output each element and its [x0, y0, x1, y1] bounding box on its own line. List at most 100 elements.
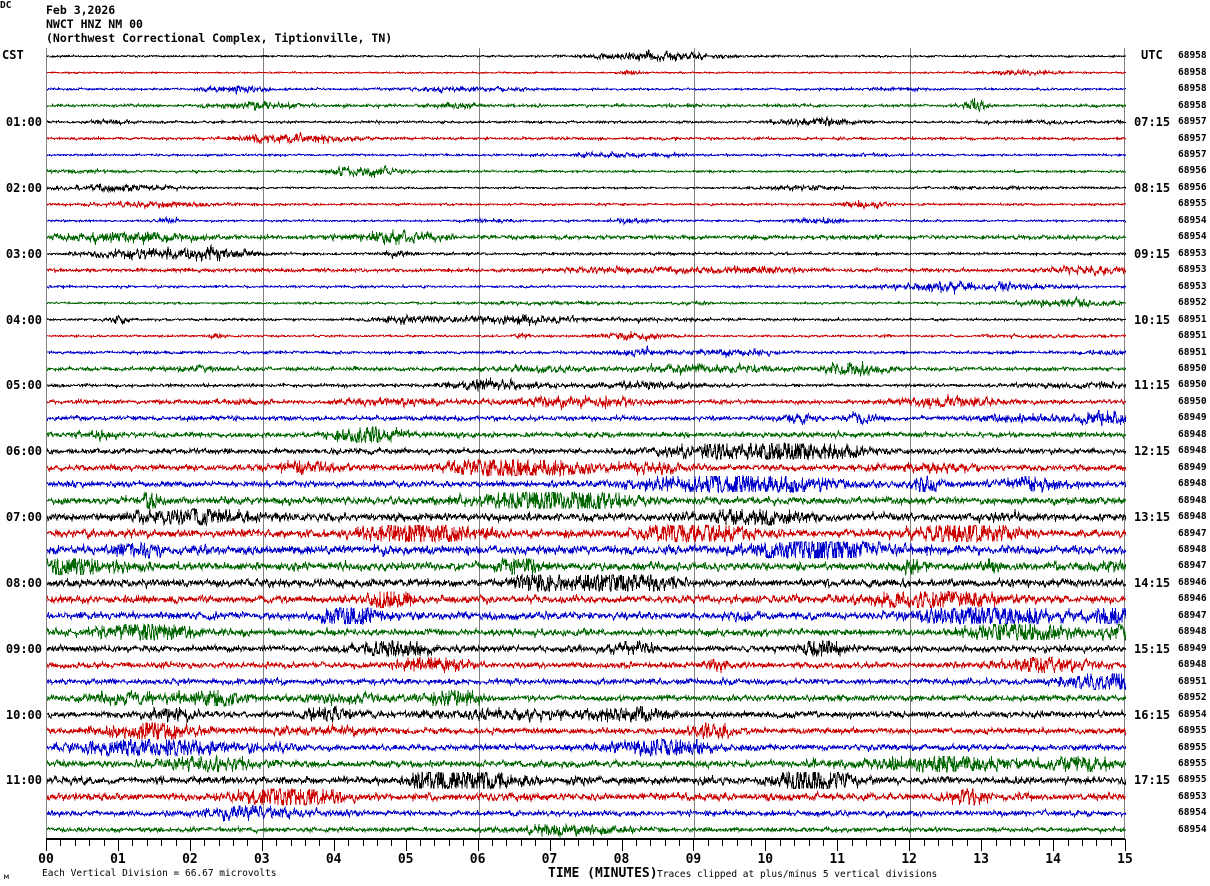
- dc-value-10-15: 68955: [1178, 725, 1207, 736]
- dc-value-06-30: 68948: [1178, 478, 1207, 490]
- x-minor-tick: [420, 839, 422, 846]
- dc-value-09-00: 68949: [1178, 642, 1207, 654]
- x-minor-tick: [1067, 839, 1069, 846]
- clipping-note: Traces clipped at plus/minus 5 vertical …: [657, 869, 938, 880]
- trace-03-45: [47, 295, 1126, 309]
- header-station-location: (Northwest Correctional Complex, Tiption…: [46, 31, 393, 45]
- trace-11-00: [47, 770, 1126, 790]
- trace-04-15: [47, 331, 1126, 342]
- x-tick-label-00: 00: [38, 852, 54, 867]
- dc-value-10-45: 68955: [1178, 757, 1207, 769]
- trace-08-00: [47, 573, 1126, 593]
- utc-hour-label-12-15: 12:15: [1134, 444, 1171, 459]
- dc-value-07-30: 68948: [1178, 544, 1207, 555]
- x-major-tick-13: [981, 839, 983, 851]
- x-major-tick-06: [477, 839, 479, 851]
- dc-value-09-15: 68948: [1178, 659, 1207, 671]
- x-minor-tick: [707, 839, 709, 846]
- x-tick-label-10: 10: [757, 852, 774, 867]
- x-major-tick-08: [621, 839, 623, 851]
- x-minor-tick: [664, 839, 666, 846]
- x-axis-title: TIME (MINUTES): [548, 866, 658, 881]
- dc-value-09-45: 68952: [1178, 692, 1207, 704]
- trace-05-00: [47, 377, 1126, 392]
- trace-01-15: [47, 131, 1126, 145]
- x-tick-label-01: 01: [110, 852, 126, 867]
- x-major-tick-00: [46, 839, 47, 851]
- cst-hour-label-01-00: 01:00: [5, 115, 42, 130]
- x-tick-label-08: 08: [613, 852, 630, 867]
- dc-value-03-45: 68952: [1178, 297, 1207, 309]
- trace-05-15: [47, 393, 1126, 410]
- trace-01-45: [47, 164, 1126, 179]
- trace-04-30: [47, 345, 1126, 358]
- x-tick-label-13: 13: [973, 852, 989, 867]
- dc-value-04-45: 68950: [1178, 362, 1207, 374]
- dc-value-07-00: 68948: [1178, 511, 1207, 523]
- helicorder-plot[interactable]: [46, 48, 1126, 838]
- dc-value-09-30: 68951: [1178, 675, 1207, 687]
- trace-03-15: [47, 264, 1126, 277]
- cst-axis-label: CST: [2, 48, 24, 62]
- trace-05-30: [47, 409, 1126, 427]
- dc-value-02-45: 68954: [1178, 231, 1207, 243]
- x-tick-label-11: 11: [829, 852, 846, 867]
- trace-05-45: [47, 426, 1126, 444]
- x-tick-label-14: 14: [1045, 852, 1061, 867]
- x-minor-tick: [894, 839, 896, 846]
- x-minor-tick: [161, 839, 163, 846]
- x-minor-tick: [463, 839, 465, 846]
- x-minor-tick: [520, 839, 522, 846]
- utc-hour-label-13-15: 13:15: [1134, 510, 1171, 525]
- trace-09-00: [47, 640, 1126, 657]
- utc-hour-label-16-15: 16:15: [1134, 707, 1171, 722]
- trace-10-45: [47, 754, 1126, 773]
- vertical-division-note: Each Vertical Division = 66.67 microvolt…: [42, 868, 277, 879]
- x-minor-tick: [391, 839, 393, 846]
- dc-value-10-30: 68955: [1178, 741, 1207, 753]
- dc-value-11-15: 68953: [1178, 790, 1207, 802]
- x-major-tick-09: [693, 839, 695, 851]
- cst-hour-label-03-00: 03:00: [5, 246, 42, 261]
- dc-value-04-30: 68951: [1178, 346, 1207, 358]
- x-minor-tick: [779, 839, 781, 846]
- trace-07-00: [47, 507, 1126, 527]
- x-tick-label-15: 15: [1117, 852, 1133, 867]
- utc-hour-label-08-15: 08:15: [1134, 180, 1171, 195]
- x-minor-tick: [247, 839, 249, 846]
- trace-08-15: [47, 590, 1126, 609]
- trace-11-45: [47, 823, 1126, 838]
- x-minor-tick: [923, 839, 925, 846]
- x-minor-tick: [348, 839, 350, 846]
- x-minor-tick: [175, 839, 177, 846]
- utc-hour-label-09-15: 09:15: [1134, 246, 1171, 261]
- trace-09-15: [47, 656, 1126, 674]
- x-major-tick-10: [765, 839, 767, 851]
- grid-line-minute-3: [262, 48, 264, 838]
- x-minor-tick: [448, 839, 450, 846]
- trace-07-30: [47, 540, 1126, 560]
- trace-04-45: [47, 361, 1126, 377]
- dc-value-07-15: 68947: [1178, 527, 1207, 539]
- dc-value-08-45: 68948: [1178, 626, 1207, 638]
- x-minor-tick: [376, 839, 378, 846]
- x-minor-tick: [679, 839, 680, 846]
- utc-axis-label: UTC: [1141, 48, 1163, 62]
- dc-value-01-45: 68956: [1178, 165, 1207, 177]
- dc-column-header: DC: [0, 0, 12, 11]
- x-tick-label-09: 09: [685, 852, 702, 867]
- trace-01-00: [47, 115, 1126, 128]
- trace-06-15: [47, 458, 1126, 478]
- x-major-tick-05: [405, 839, 407, 851]
- utc-hour-label-17-15: 17:15: [1134, 773, 1171, 788]
- x-minor-tick: [60, 839, 62, 846]
- dc-value-08-30: 68947: [1178, 609, 1207, 621]
- trace-07-15: [47, 523, 1126, 544]
- dc-value-00-00: 68958: [1178, 50, 1207, 62]
- dc-value-11-30: 68954: [1178, 807, 1207, 819]
- dc-value-05-15: 68950: [1178, 395, 1207, 407]
- grid-line-minute-6: [478, 48, 480, 838]
- trace-00-30: [47, 85, 1126, 95]
- x-minor-tick: [132, 839, 134, 846]
- dc-value-03-00: 68953: [1178, 247, 1207, 259]
